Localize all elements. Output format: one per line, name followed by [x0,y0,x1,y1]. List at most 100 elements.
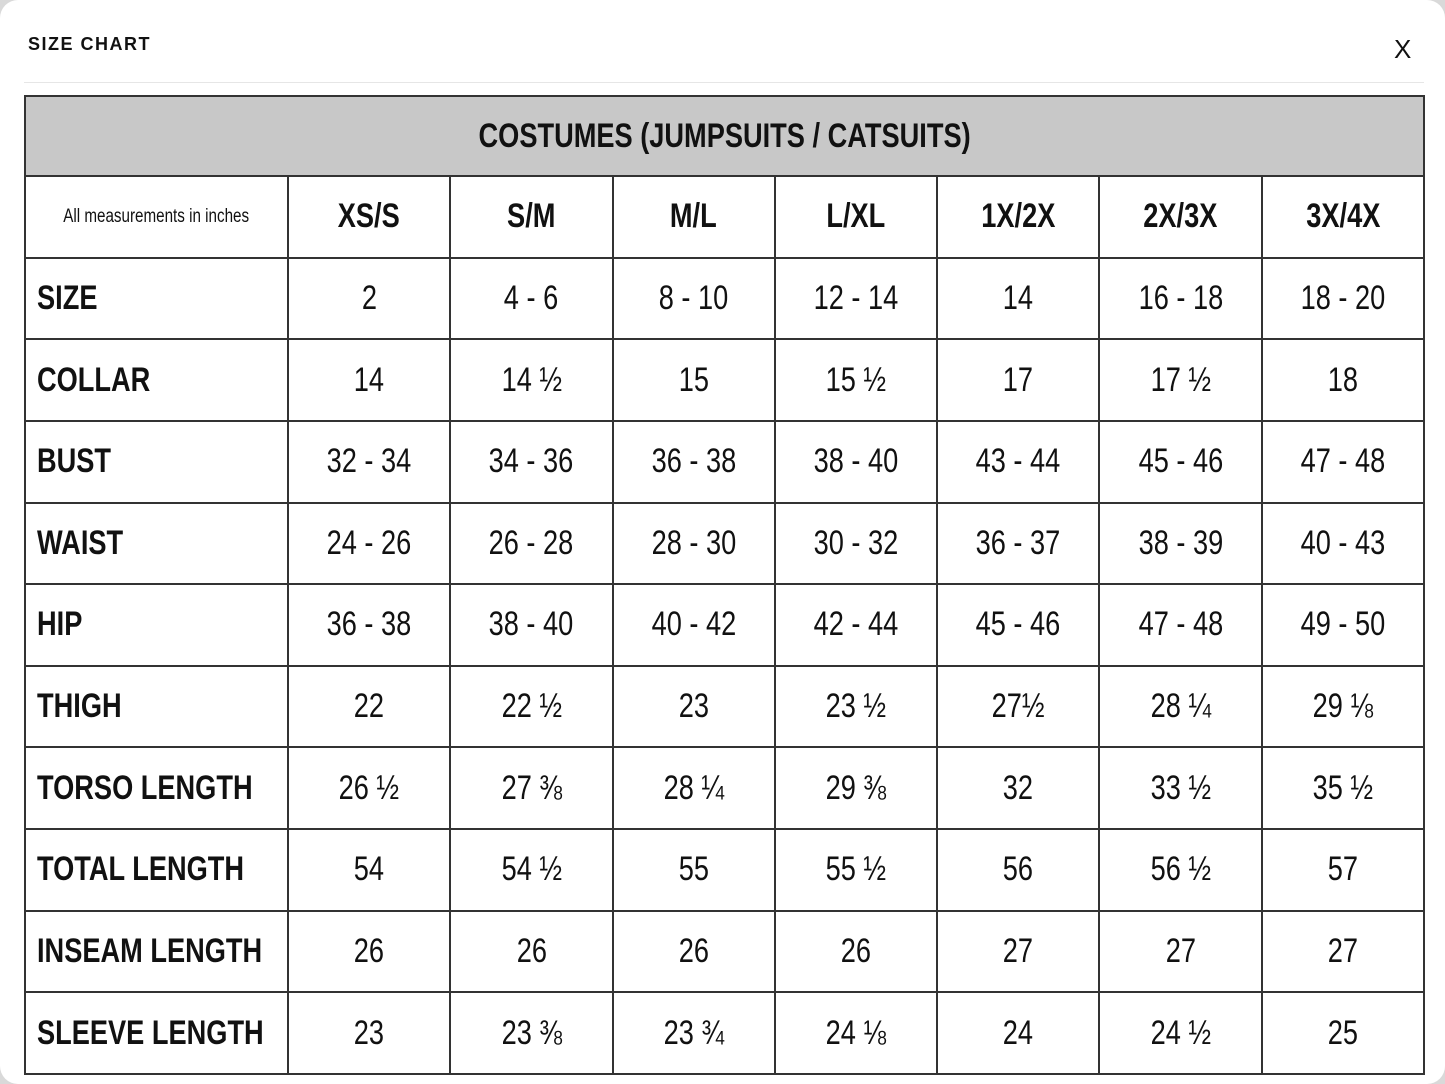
row-label-text: SLEEVE LENGTH [37,1013,264,1052]
measurement: 32 - 34 [286,419,452,504]
measurement: 18 - 20 [1260,256,1426,341]
measurement: 35 ½ [1260,746,1426,830]
measurement: 29 ⅜ [773,746,939,830]
measurement-text: 17 [1003,360,1034,399]
divider [24,82,1424,83]
measurement: 54 ½ [449,828,614,912]
row-label-text: SIZE [37,278,98,317]
measurement-text: 32 - 34 [326,442,412,481]
measurement: 2 [286,256,452,341]
measurement-text: 18 [1327,360,1358,399]
size-header: XS/S [286,175,452,259]
measurement: 36 - 38 [611,419,776,504]
measurement-text: 29 ⅜ [825,768,887,807]
measurement: 49 - 50 [1260,583,1426,667]
measurement-text: 45 - 46 [1138,442,1223,481]
measurement: 36 - 37 [936,501,1101,586]
measurement-text: 57 [1327,850,1358,889]
measurement-text: 18 - 20 [1300,278,1386,317]
table-row: TOTAL LENGTH 54 54 ½ 55 55 ½ 56 56 ½ 57 [24,828,1426,912]
measurement-text: 38 - 39 [1138,523,1223,562]
measurement-text: 22 ½ [501,687,562,726]
measurement-text: 26 [840,931,872,970]
row-label: COLLAR [24,338,289,422]
measurement-text: 28 ¼ [663,768,724,807]
close-button[interactable]: X [1394,34,1412,64]
measurement-text: 26 [354,931,385,970]
measurement: 56 [936,828,1101,912]
measurement: 36 - 38 [286,583,452,667]
row-label: TOTAL LENGTH [24,828,289,912]
measurement-text: 23 ⅜ [501,1013,562,1052]
row-label-text: THIGH [37,687,122,726]
measurement-text: 33 ½ [1150,768,1211,807]
table-row: BUST 32 - 34 34 - 36 36 - 38 38 - 40 43 - 44 4… [24,419,1426,504]
measurement: 27 [1098,909,1263,994]
measurement: 26 [449,909,614,994]
measurement: 54 [286,828,452,912]
modal-title: SIZE CHART [28,34,151,54]
size-header: S/M [449,175,614,259]
measurement: 30 - 32 [773,501,939,586]
measurement: 23 ¾ [611,991,776,1075]
measurement: 14 [286,338,452,422]
measurement: 32 [936,746,1101,830]
size-header-text: 1X/2X [981,197,1056,236]
table-row: INSEAM LENGTH 26 26 26 26 27 27 27 [24,909,1426,994]
measurement: 26 - 28 [449,501,614,586]
measurement-text: 32 [1003,768,1034,807]
measurement-text: 30 - 32 [813,523,899,562]
measurement: 4 - 6 [449,256,614,341]
measurement-text: 45 - 46 [975,605,1061,644]
measurement-text: 24 ½ [1150,1013,1211,1052]
size-header-text: XS/S [338,197,401,236]
measurement: 14 [936,256,1101,341]
measurement-text: 40 - 42 [651,605,737,644]
measurement-text: 23 ½ [825,687,887,726]
row-label: SIZE [24,256,289,341]
measurement: 16 - 18 [1098,256,1263,341]
units-note: All measurements in inches [24,175,289,259]
measurement-text: 42 - 44 [813,605,899,644]
units-note-text: All measurements in inches [63,205,250,227]
measurement-text: 8 - 10 [658,278,729,317]
measurement-text: 4 - 6 [504,278,559,317]
measurement-text: 24 ⅛ [825,1013,887,1052]
measurement-text: 15 [678,360,709,399]
row-label-text: TORSO LENGTH [37,768,253,807]
measurement-text: 40 - 43 [1300,523,1386,562]
measurement-text: 47 - 48 [1138,605,1223,644]
measurement-text: 17 ½ [1150,360,1211,399]
measurement: 26 [286,909,452,994]
measurement: 27 [936,909,1101,994]
measurement: 8 - 10 [611,256,776,341]
measurement-text: 56 [1003,850,1034,889]
table-row: COLLAR 14 14 ½ 15 15 ½ 17 17 ½ 18 [24,338,1426,422]
measurement-text: 56 ½ [1150,850,1211,889]
measurement: 55 [611,828,776,912]
measurement-text: 12 - 14 [813,278,899,317]
measurement-text: 36 - 38 [651,442,737,481]
measurement: 26 [773,909,939,994]
measurement: 47 - 48 [1098,583,1263,667]
measurement-text: 14 [1003,278,1034,317]
row-label: BUST [24,419,289,504]
measurement: 17 [936,338,1101,422]
measurement-text: 25 [1327,1013,1358,1052]
measurement-text: 35 ½ [1312,768,1374,807]
measurement: 24 [936,991,1101,1075]
row-label: THIGH [24,664,289,749]
measurement-text: 27 [1327,931,1358,970]
row-label: INSEAM LENGTH [24,909,289,994]
measurement: 23 [286,991,452,1075]
measurement: 17 ½ [1098,338,1263,422]
measurement: 28 ¼ [1098,664,1263,749]
table-row: SLEEVE LENGTH 23 23 ⅜ 23 ¾ 24 ⅛ 24 24 ½ 25 [24,991,1426,1075]
size-header-text: S/M [507,197,556,236]
row-label: TORSO LENGTH [24,746,289,830]
measurement-text: 27 [1003,931,1034,970]
measurement-text: 43 - 44 [975,442,1061,481]
title-row: COSTUMES (JUMPSUITS / CATSUITS) [24,95,1425,177]
measurement-text: 28 ¼ [1150,687,1211,726]
measurement: 40 - 42 [611,583,776,667]
